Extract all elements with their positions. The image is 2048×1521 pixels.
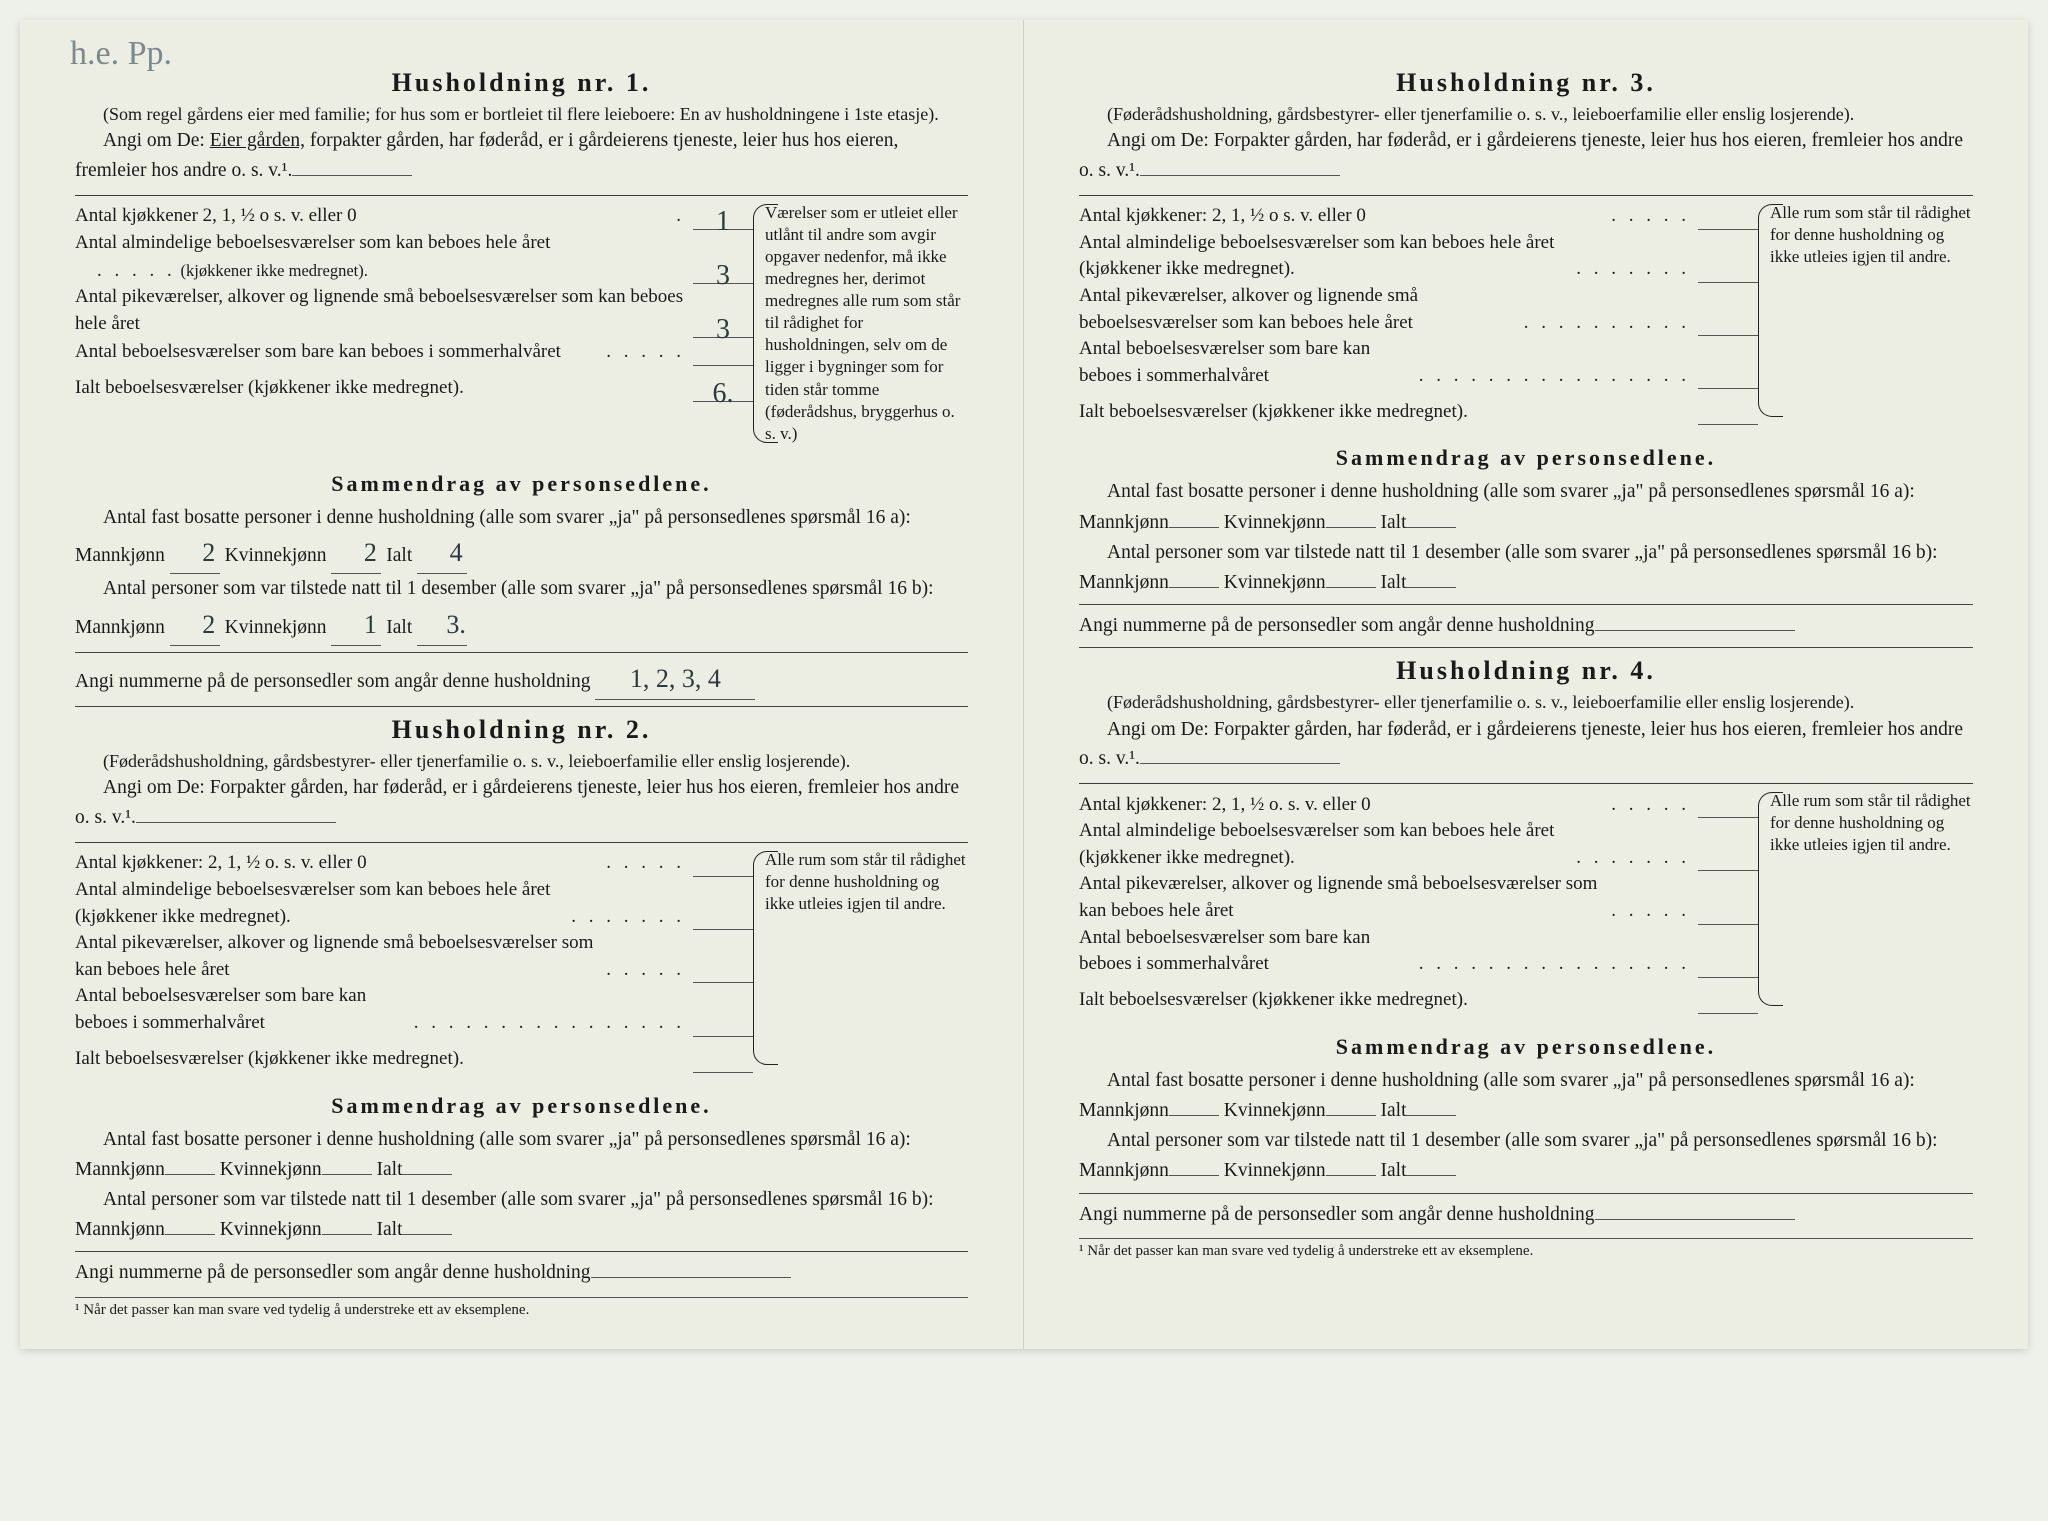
household-4-title: Husholdning nr. 4. [1079, 656, 1973, 686]
household-3-note: Alle rum som står til rådighet for denne… [1758, 196, 1973, 426]
q16a-mann: 2 [170, 533, 220, 574]
footnote-left: ¹ Når det passer kan man svare ved tydel… [75, 1297, 968, 1319]
household-4-sub: (Føderådshusholdning, gårdsbestyrer- ell… [1079, 690, 1973, 714]
household-2-sub: (Føderådshusholdning, gårdsbestyrer- ell… [75, 749, 968, 773]
q16b-kvinne: 1 [331, 605, 381, 646]
q16a-line: Antal fast bosatte personer i denne hush… [75, 503, 968, 575]
nummer-line: Angi nummerne på de personsedler som ang… [75, 659, 968, 700]
household-3-summary-title: Sammendrag av personsedlene. [1079, 445, 1973, 471]
household-4-note: Alle rum som står til rådighet for denne… [1758, 784, 1973, 1014]
household-1-title: Husholdning nr. 1. [75, 68, 968, 98]
q16b-ialt: 3. [417, 605, 467, 646]
household-3-sub: (Føderådshusholdning, gårdsbestyrer- ell… [1079, 102, 1973, 126]
household-2-angi: Angi om De: Forpakter gården, har føderå… [75, 773, 968, 832]
household-4-rooms-block: Antal kjøkkener: 2, 1, ½ o. s. v. eller … [1079, 783, 1973, 1014]
household-4-summary-title: Sammendrag av personsedlene. [1079, 1034, 1973, 1060]
q16a-kvinne: 2 [331, 533, 381, 574]
household-1-note: Værelser som er utleiet eller utlånt til… [753, 196, 968, 451]
page-right: Husholdning nr. 3. (Føderådshusholdning,… [1024, 20, 2028, 1349]
household-2-summary-title: Sammendrag av personsedlene. [75, 1093, 968, 1119]
kitchen-value: 1 [693, 202, 753, 230]
household-1-sub: (Som regel gårdens eier med familie; for… [75, 102, 968, 126]
household-2-rooms-block: Antal kjøkkener: 2, 1, ½ o. s. v. eller … [75, 842, 968, 1073]
household-3-angi: Angi om De: Forpakter gården, har føderå… [1079, 126, 1973, 185]
household-1-angi: Angi om De: Eier gården, forpakter gårde… [75, 126, 968, 185]
nummer-value: 1, 2, 3, 4 [595, 659, 755, 700]
rooms2-value: 3 [693, 310, 753, 338]
handwriting-annotation: h.e. Pp. [70, 35, 172, 73]
rooms3-value [693, 338, 753, 366]
document-spread: h.e. Pp. Husholdning nr. 1. (Som regel g… [20, 20, 2028, 1349]
household-4-angi: Angi om De: Forpakter gården, har føderå… [1079, 715, 1973, 774]
footnote-right: ¹ Når det passer kan man svare ved tydel… [1079, 1238, 1973, 1260]
underlined-answer: Eier gården, [210, 130, 305, 151]
household-3-rooms-block: Antal kjøkkener: 2, 1, ½ o s. v. eller 0… [1079, 195, 1973, 426]
q16b-line: Antal personer som var tilstede natt til… [75, 574, 968, 646]
household-2-note: Alle rum som står til rådighet for denne… [753, 843, 968, 1073]
rooms1-value: 3 [693, 256, 753, 284]
household-3-title: Husholdning nr. 3. [1079, 68, 1973, 98]
household-1-rooms-block: Antal kjøkkener 2, 1, ½ o s. v. eller 0 … [75, 195, 968, 451]
q16a-ialt: 4 [417, 533, 467, 574]
household-2-title: Husholdning nr. 2. [75, 715, 968, 745]
total-rooms-value: 6. [693, 374, 753, 402]
q16b-mann: 2 [170, 605, 220, 646]
page-left: h.e. Pp. Husholdning nr. 1. (Som regel g… [20, 20, 1024, 1349]
household-1-summary-title: Sammendrag av personsedlene. [75, 471, 968, 497]
